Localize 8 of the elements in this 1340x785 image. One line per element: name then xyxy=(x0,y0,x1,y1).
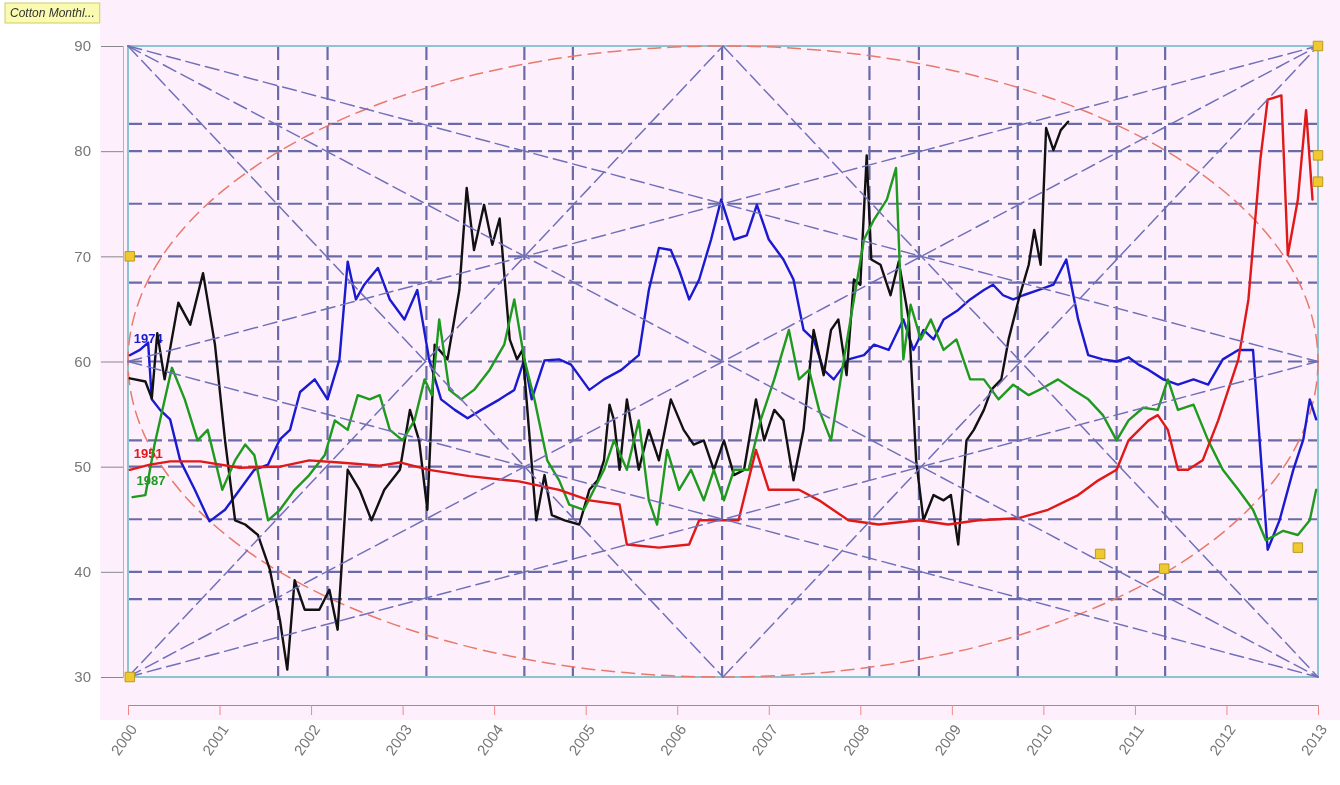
y-tick-label: 30 xyxy=(74,668,91,686)
y-tick-label: 50 xyxy=(74,457,91,475)
y-tick-label: 90 xyxy=(74,37,91,55)
y-tick-label: 40 xyxy=(74,563,91,581)
y-tick-label: 80 xyxy=(74,142,91,160)
chart-title: Cotton Monthl... xyxy=(10,6,95,20)
y-tick-label: 60 xyxy=(74,352,91,370)
y-tick-label: 70 xyxy=(74,247,91,265)
